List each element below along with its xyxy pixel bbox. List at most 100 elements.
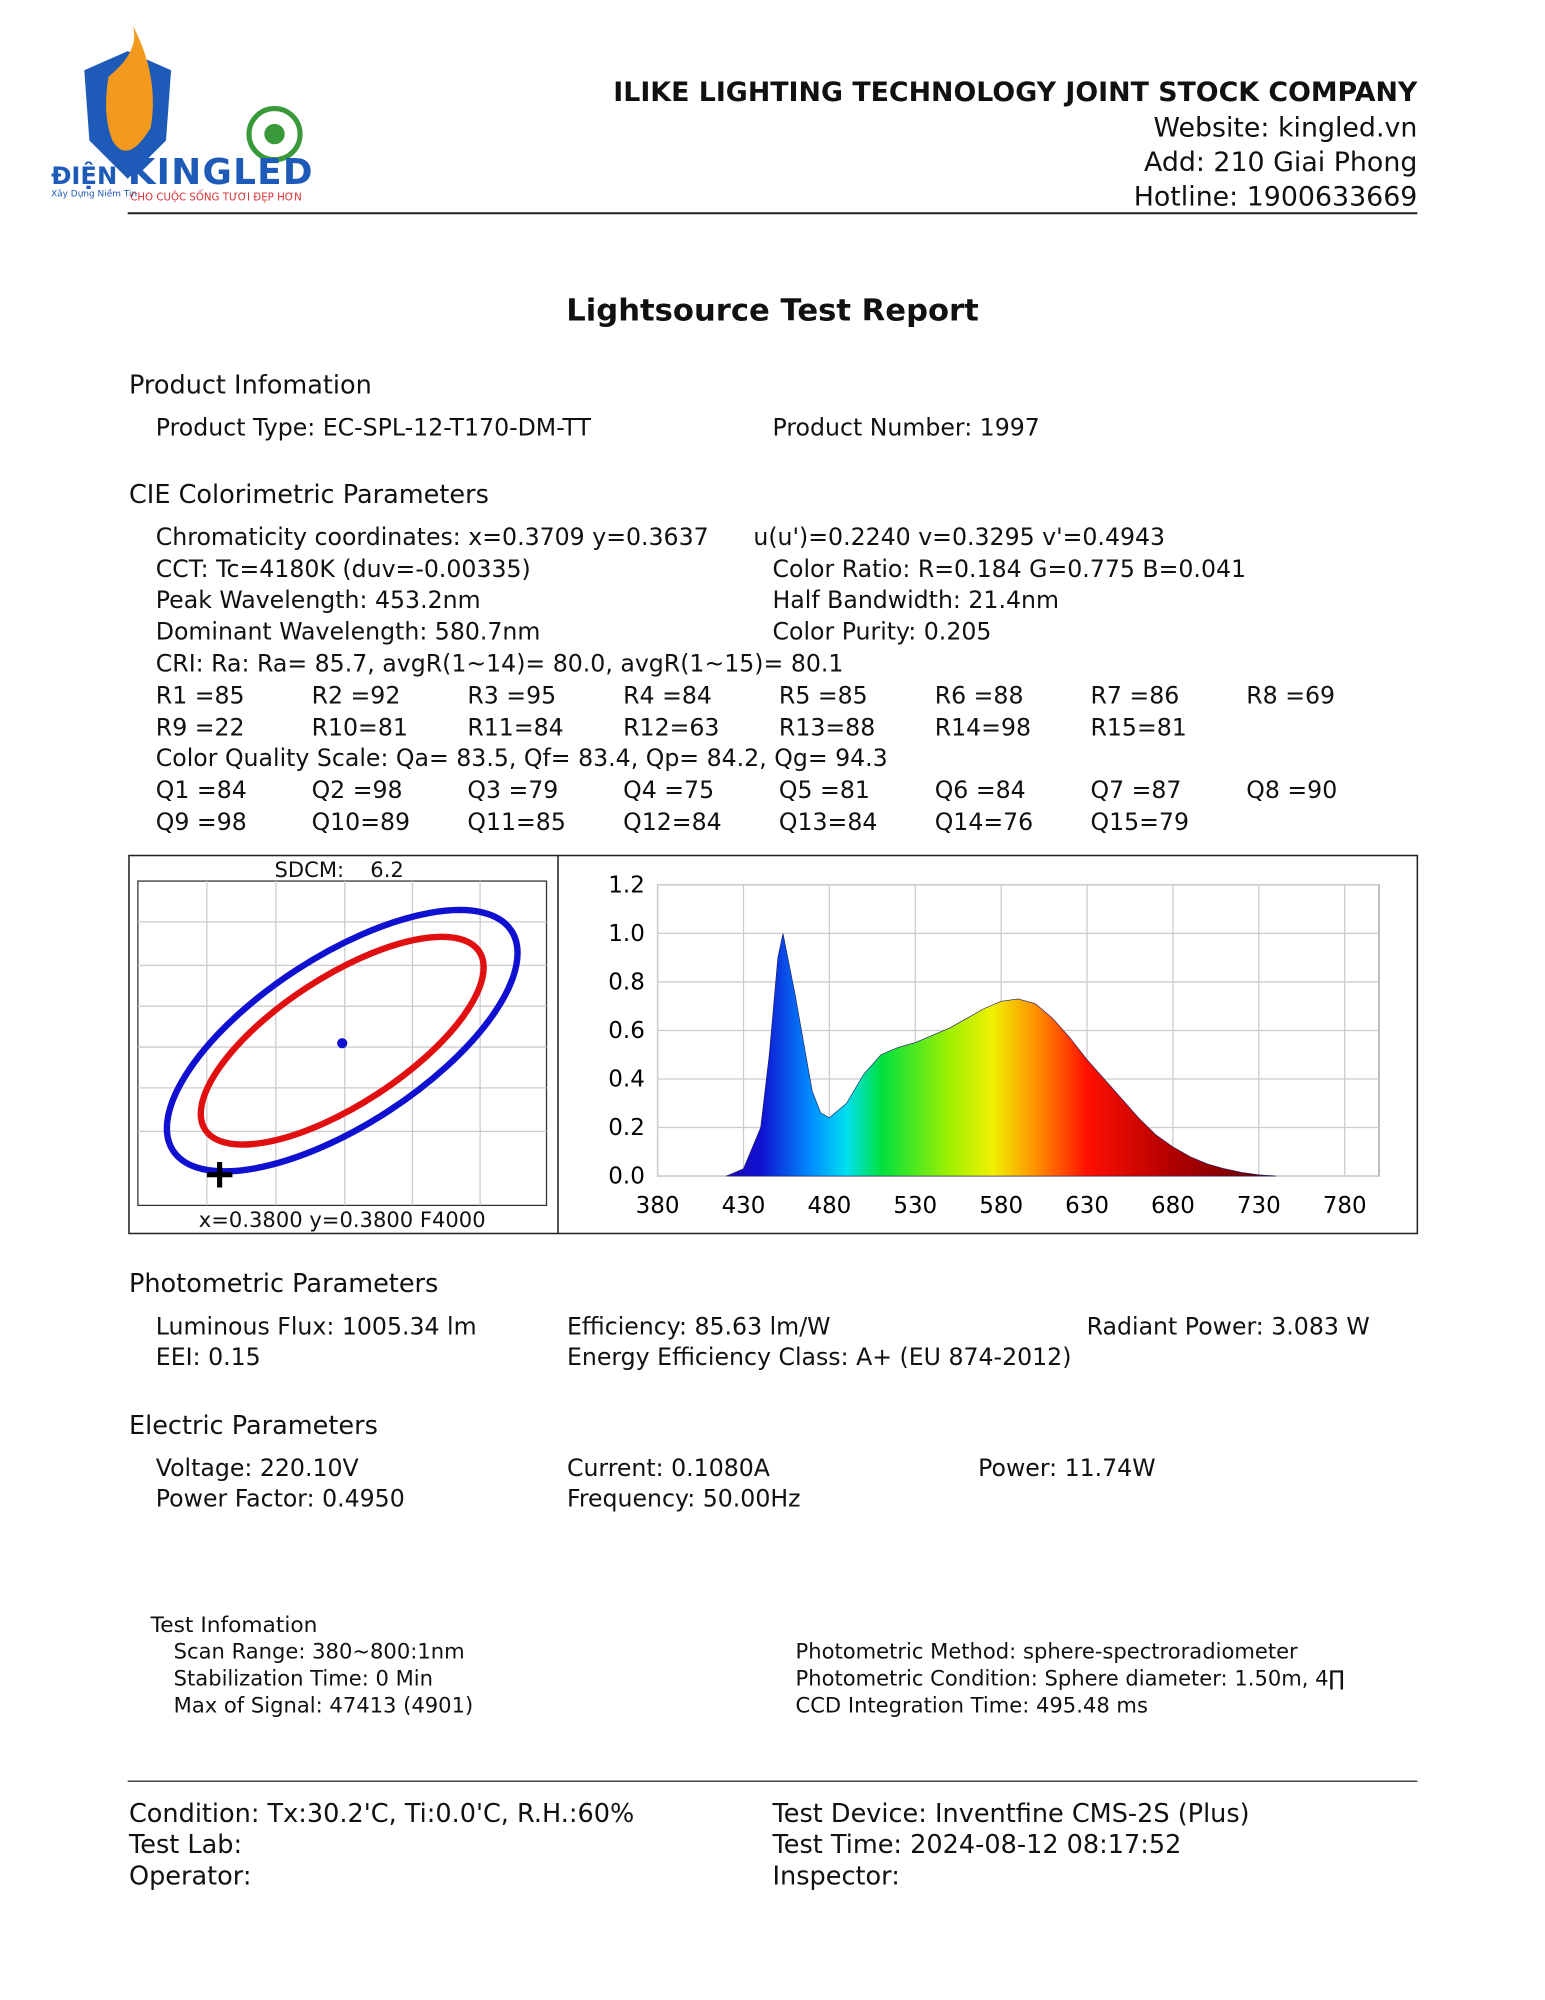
- index-value: Q5 =81: [778, 777, 870, 805]
- field: Test Lab:: [128, 1828, 243, 1860]
- index-value: Q9 =98: [155, 809, 247, 837]
- index-value: R9 =22: [155, 715, 245, 742]
- index-value: Q8 =90: [1246, 777, 1338, 805]
- section-heading: Electric Parameters: [128, 1409, 378, 1441]
- y-tick-label: 0.2: [608, 1115, 645, 1141]
- logo-slogan: Xây Dựng Niềm Tin: [51, 188, 138, 200]
- sdcm-diagram: [137, 880, 548, 1207]
- section-heading: Test Infomation: [150, 1612, 318, 1639]
- field: Radiant Power: 3.083 W: [1086, 1313, 1370, 1341]
- index-value: R4 =84: [623, 683, 712, 710]
- x-tick-label: 780: [1323, 1193, 1367, 1219]
- chart-frame: [128, 854, 1419, 1235]
- index-value: Q12=84: [623, 809, 722, 837]
- x-tick-label: 630: [1065, 1193, 1109, 1219]
- sdcm-label: SDCM:: [274, 858, 345, 883]
- index-value: R5 =85: [778, 683, 868, 710]
- field: Luminous Flux: 1005.34 lm: [155, 1313, 477, 1341]
- y-tick-label: 0.4: [608, 1067, 645, 1093]
- section-heading: Product Infomation: [128, 369, 372, 400]
- field: Stabilization Time: 0 Min: [173, 1666, 434, 1691]
- section-heading: Photometric Parameters: [128, 1267, 439, 1299]
- index-value: R2 =92: [311, 683, 401, 710]
- x-tick-label: 480: [807, 1193, 851, 1219]
- sdcm-value: 6.2: [370, 858, 404, 883]
- index-value: R12=63: [623, 715, 720, 742]
- field: Dominant Wavelength: 580.7nm: [155, 619, 541, 647]
- index-value: Q7 =87: [1090, 777, 1182, 805]
- address: Add: 210 Giai Phong: [1143, 146, 1418, 178]
- y-tick-label: 0.6: [608, 1018, 645, 1044]
- index-value: R1 =85: [155, 683, 245, 710]
- index-value: Q1 =84: [155, 777, 247, 805]
- y-tick-label: 0.0: [608, 1164, 645, 1190]
- logo: [84, 25, 303, 179]
- field: Voltage: 220.10V: [155, 1455, 359, 1483]
- field: Product Number: 1997: [772, 414, 1040, 442]
- field: Power Factor: 0.4950: [155, 1486, 405, 1514]
- y-tick-label: 0.8: [608, 970, 645, 996]
- field: Peak Wavelength: 453.2nm: [155, 587, 481, 615]
- field: CCD Integration Time: 495.48 ms: [795, 1693, 1148, 1718]
- y-tick-label: 1.0: [608, 921, 645, 947]
- field: Photometric Condition: Sphere diameter: …: [795, 1666, 1345, 1691]
- logo-slogan: CHO CUỘC SỐNG TƯƠI ĐẸP HƠN: [130, 191, 302, 204]
- index-value: R13=88: [778, 715, 876, 742]
- field: Chromaticity coordinates: x=0.3709 y=0.3…: [155, 524, 709, 552]
- logo-text: ĐIỆN: [51, 162, 118, 191]
- field: Operator:: [128, 1860, 252, 1892]
- index-value: Q10=89: [311, 809, 411, 837]
- website: Website: kingled.vn: [1153, 112, 1418, 144]
- index-value: Q3 =79: [467, 777, 559, 805]
- x-tick-label: 530: [893, 1193, 937, 1219]
- field: Color Purity: 0.205: [772, 619, 992, 647]
- hotline: Hotline: 1900633669: [1133, 181, 1418, 212]
- field: Scan Range: 380~800:1nm: [173, 1639, 465, 1664]
- field: Half Bandwidth: 21.4nm: [772, 587, 1059, 615]
- x-tick-label: 380: [636, 1193, 680, 1219]
- logo-text: KINGLED: [127, 150, 314, 193]
- x-tick-label: 580: [979, 1193, 1023, 1219]
- field: Current: 0.1080A: [566, 1455, 770, 1483]
- field: Photometric Method: sphere-spectroradiom…: [795, 1639, 1298, 1664]
- spectrum-chart: 0.0 0.2 0.4 0.6 0.8 1.0 1.2 380 430 480 530 580 630 6…: [608, 873, 1380, 1219]
- index-value: Q2 =98: [311, 777, 403, 805]
- field: Condition: Tx:30.2'C, Ti:0.0'C, R.H.:60%: [128, 1797, 635, 1829]
- field: Energy Efficiency Class: A+ (EU 874-2012…: [566, 1344, 1072, 1372]
- index-value: Q14=76: [934, 809, 1034, 837]
- field: Color Quality Scale: Qa= 83.5, Qf= 83.4,…: [155, 745, 888, 773]
- index-value: R14=98: [934, 715, 1032, 742]
- field: u(u')=0.2240 v=0.3295 v'=0.4943: [753, 524, 1166, 552]
- section-heading: CIE Colorimetric Parameters: [128, 478, 489, 510]
- field: CRI: Ra: Ra= 85.7, avgR(1~14)= 80.0, avg…: [155, 651, 844, 679]
- index-value: Q15=79: [1090, 809, 1189, 837]
- index-value: Q6 =84: [934, 777, 1026, 805]
- company-name: ILIKE LIGHTING TECHNOLOGY JOINT STOCK CO…: [613, 76, 1418, 108]
- spectrum-area: [726, 933, 1277, 1177]
- field: Max of Signal: 47413 (4901): [173, 1693, 474, 1718]
- index-value: R15=81: [1090, 715, 1187, 742]
- index-value: Q11=85: [467, 809, 566, 837]
- y-tick-label: 1.2: [608, 873, 645, 899]
- x-tick-label: 680: [1151, 1193, 1195, 1219]
- sdcm-caption: x=0.3800 y=0.3800 F4000: [198, 1207, 486, 1233]
- field: EEI: 0.15: [155, 1344, 261, 1372]
- field: Color Ratio: R=0.184 G=0.775 B=0.041: [772, 556, 1247, 584]
- field: CCT: Tc=4180K (duv=-0.00335): [155, 556, 531, 584]
- index-value: R11=84: [467, 715, 564, 742]
- field: Frequency: 50.00Hz: [566, 1486, 801, 1514]
- index-value: Q4 =75: [623, 777, 715, 805]
- field: Test Time: 2024-08-12 08:17:52: [772, 1828, 1182, 1860]
- index-value: Q13=84: [778, 809, 878, 837]
- index-value: R6 =88: [934, 683, 1024, 710]
- index-value: R7 =86: [1090, 683, 1180, 710]
- index-value: R3 =95: [467, 683, 557, 710]
- x-tick-label: 730: [1237, 1193, 1281, 1219]
- index-value: R10=81: [311, 715, 408, 742]
- field: Test Device: Inventfine CMS-2S (Plus): [772, 1797, 1250, 1829]
- report-title: Lightsource Test Report: [566, 292, 979, 329]
- field: Inspector:: [772, 1860, 900, 1892]
- index-value: R8 =69: [1246, 683, 1336, 710]
